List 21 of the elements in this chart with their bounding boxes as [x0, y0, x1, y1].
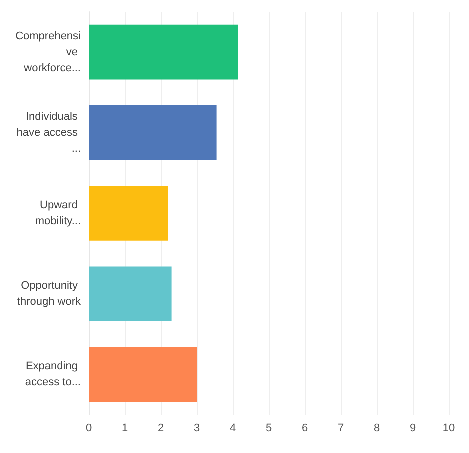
x-tick-label: 10 [442, 422, 456, 434]
y-tick-label: Upward mobility... [35, 200, 81, 228]
x-tick-label: 2 [158, 422, 164, 434]
bar [89, 24, 238, 80]
x-tick-label: 4 [230, 422, 236, 434]
x-tick-label: 6 [302, 422, 308, 434]
bar [89, 347, 197, 402]
x-tick-label: 7 [338, 422, 344, 434]
y-tick-label: Individuals have access ... [16, 110, 81, 155]
x-tick-label: 8 [374, 422, 380, 434]
x-tick-label: 0 [86, 422, 92, 434]
y-tick-label: Expanding access to... [25, 360, 81, 389]
bar [89, 266, 172, 322]
x-tick-label: 3 [194, 422, 200, 434]
x-tick-label: 5 [266, 422, 272, 434]
bar [89, 186, 168, 241]
x-tick-label: 1 [122, 422, 128, 434]
bar [89, 105, 217, 160]
x-tick-label: 9 [410, 422, 416, 434]
y-tick-label: Comprehensive workforce... [16, 30, 81, 74]
y-tick-label: Opportunity through work [17, 280, 82, 308]
